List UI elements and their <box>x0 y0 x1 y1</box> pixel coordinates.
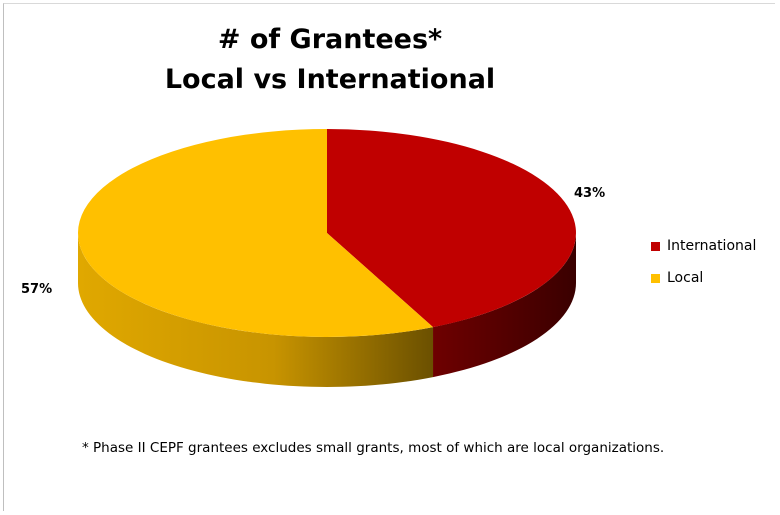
pie-side-international <box>433 233 576 378</box>
chart-title-line1: # of Grantees* <box>217 24 443 55</box>
legend-swatch-international <box>651 241 660 251</box>
pie-side-local <box>77 233 434 388</box>
pie-slice-international <box>327 129 576 328</box>
footnote: * Phase II CEPF grantees excludes small … <box>82 440 665 456</box>
pie-slice-local <box>78 129 434 337</box>
data-label-international: 43% <box>574 186 606 201</box>
legend: International Local <box>651 236 756 300</box>
chart-title-line2: Local vs International <box>164 64 496 95</box>
legend-label-international: International <box>667 238 757 254</box>
chart-title: # of Grantees* Local vs International <box>0 20 660 100</box>
legend-swatch-local <box>651 273 660 283</box>
data-label-local: 57% <box>21 282 53 297</box>
chart-frame <box>3 3 775 511</box>
legend-item-international: International <box>651 236 756 256</box>
legend-label-local: Local <box>667 270 704 286</box>
legend-item-local: Local <box>651 268 756 288</box>
